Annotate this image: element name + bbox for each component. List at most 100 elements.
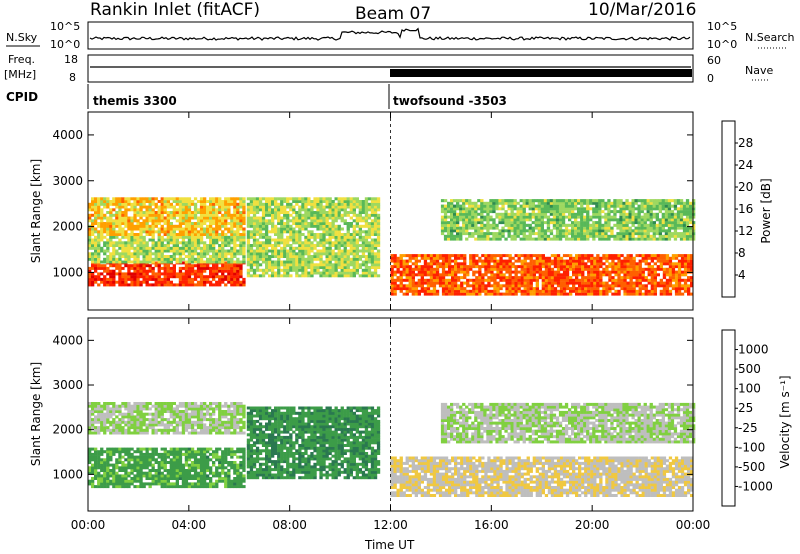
heatmap-cell — [145, 269, 149, 273]
heatmap-cell — [139, 280, 143, 284]
heatmap-cell — [602, 287, 606, 291]
heatmap-cell — [196, 272, 201, 276]
heatmap-cell — [160, 249, 164, 253]
heatmap-cell — [679, 204, 684, 208]
heatmap-cell — [628, 207, 632, 211]
heatmap-cell — [613, 199, 617, 203]
heatmap-cell — [692, 201, 696, 205]
heatmap-cell — [334, 252, 338, 256]
heatmap-cell — [623, 267, 627, 271]
heatmap-cell — [349, 200, 353, 203]
heatmap-cell — [640, 229, 644, 233]
heatmap-cell — [472, 270, 476, 274]
heatmap-cell — [644, 287, 648, 291]
heatmap-cell — [268, 211, 272, 214]
heatmap-cell — [212, 197, 216, 201]
heatmap-cell — [337, 263, 341, 267]
heatmap-cell — [625, 207, 629, 211]
heatmap-cell — [325, 271, 329, 275]
heatmap-cell — [643, 234, 647, 238]
heatmap-cell — [620, 262, 624, 266]
heatmap-cell — [283, 246, 287, 250]
heatmap-cell — [650, 287, 654, 291]
heatmap-cell — [175, 235, 179, 239]
heatmap-cell — [646, 201, 650, 205]
heatmap-cell — [671, 254, 676, 258]
heatmap-cell — [665, 273, 670, 277]
heatmap-cell — [215, 241, 219, 245]
heatmap-cell — [337, 274, 341, 278]
heatmap-cell — [145, 233, 149, 236]
heatmap-cell — [664, 210, 669, 214]
heatmap-cell — [157, 260, 161, 264]
heatmap-cell — [175, 249, 179, 253]
heatmap-cell — [626, 289, 630, 293]
heatmap-cell — [271, 263, 275, 267]
heatmap-cell — [623, 259, 627, 263]
heatmap-cell — [575, 262, 579, 266]
heatmap-cell — [577, 232, 581, 236]
heatmap-cell — [151, 233, 155, 236]
heatmap-cell — [632, 284, 636, 288]
heatmap-cell — [252, 219, 257, 223]
heatmap-cell — [193, 272, 198, 276]
heatmap-cell — [109, 272, 113, 276]
heatmap-cell — [145, 283, 149, 287]
heatmap-cell — [236, 197, 240, 201]
heatmap-cell — [480, 215, 484, 219]
heatmap-cell — [532, 292, 536, 296]
heatmap-cell — [239, 205, 243, 209]
heatmap-cell — [475, 289, 479, 293]
heatmap-cell — [209, 280, 213, 284]
heatmap-cell — [441, 265, 446, 269]
heatmap-cell — [106, 260, 110, 264]
heatmap-cell — [682, 223, 687, 227]
heatmap-cell — [411, 284, 415, 288]
heatmap-cell — [656, 259, 660, 263]
heatmap-cell — [154, 241, 158, 245]
heatmap-cell — [635, 265, 639, 269]
heatmap-cell — [97, 277, 101, 281]
heatmap-cell — [596, 278, 600, 282]
heatmap-cell — [543, 212, 548, 216]
heatmap-cell — [692, 204, 696, 208]
heatmap-cell — [277, 252, 281, 256]
heatmap-cell — [265, 224, 269, 228]
heatmap-cell — [268, 208, 272, 212]
heatmap-cell — [399, 284, 403, 288]
heatmap-cell — [209, 197, 213, 201]
heatmap-cell — [480, 212, 484, 216]
heatmap-cell — [265, 255, 269, 258]
heatmap-cell — [447, 223, 451, 227]
heatmap-cell — [224, 255, 228, 258]
heatmap-cell — [572, 287, 576, 291]
heatmap-cell — [540, 199, 544, 203]
heatmap-cell — [587, 270, 591, 274]
heatmap-cell — [233, 197, 237, 201]
heatmap-cell — [448, 267, 452, 271]
heatmap-cell — [568, 204, 572, 208]
heatmap-cell — [687, 292, 691, 296]
heatmap-cell — [584, 292, 588, 296]
heatmap-cell — [658, 232, 662, 236]
heatmap-cell — [221, 252, 225, 256]
heatmap-cell — [564, 232, 569, 236]
heatmap-cell — [619, 204, 623, 208]
heatmap-cell — [616, 232, 620, 236]
heatmap-cell — [181, 241, 186, 245]
heatmap-cell — [637, 229, 641, 233]
heatmap-cell — [553, 259, 558, 263]
heatmap-cell — [655, 215, 659, 219]
heatmap-cell — [546, 199, 551, 203]
heatmap-cell — [175, 244, 179, 247]
heatmap-cell — [620, 254, 624, 258]
heatmap-cell — [679, 226, 684, 230]
heatmap-cell — [139, 197, 143, 201]
heatmap-cell — [280, 216, 284, 220]
heatmap-cell — [617, 284, 621, 288]
heatmap-cell — [154, 222, 158, 225]
heatmap-cell — [328, 238, 332, 242]
heatmap-cell — [587, 292, 591, 296]
heatmap-cell — [160, 266, 164, 270]
heatmap-cell — [396, 276, 400, 280]
